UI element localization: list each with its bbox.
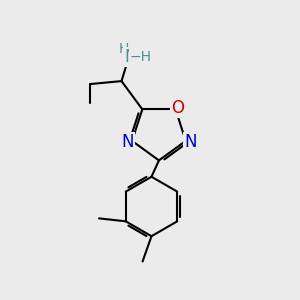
Text: N: N [124, 48, 137, 66]
Text: O: O [171, 99, 184, 117]
Text: N: N [122, 134, 134, 152]
Text: −H: −H [129, 50, 151, 64]
Text: H: H [118, 42, 129, 56]
Text: N: N [184, 134, 197, 152]
